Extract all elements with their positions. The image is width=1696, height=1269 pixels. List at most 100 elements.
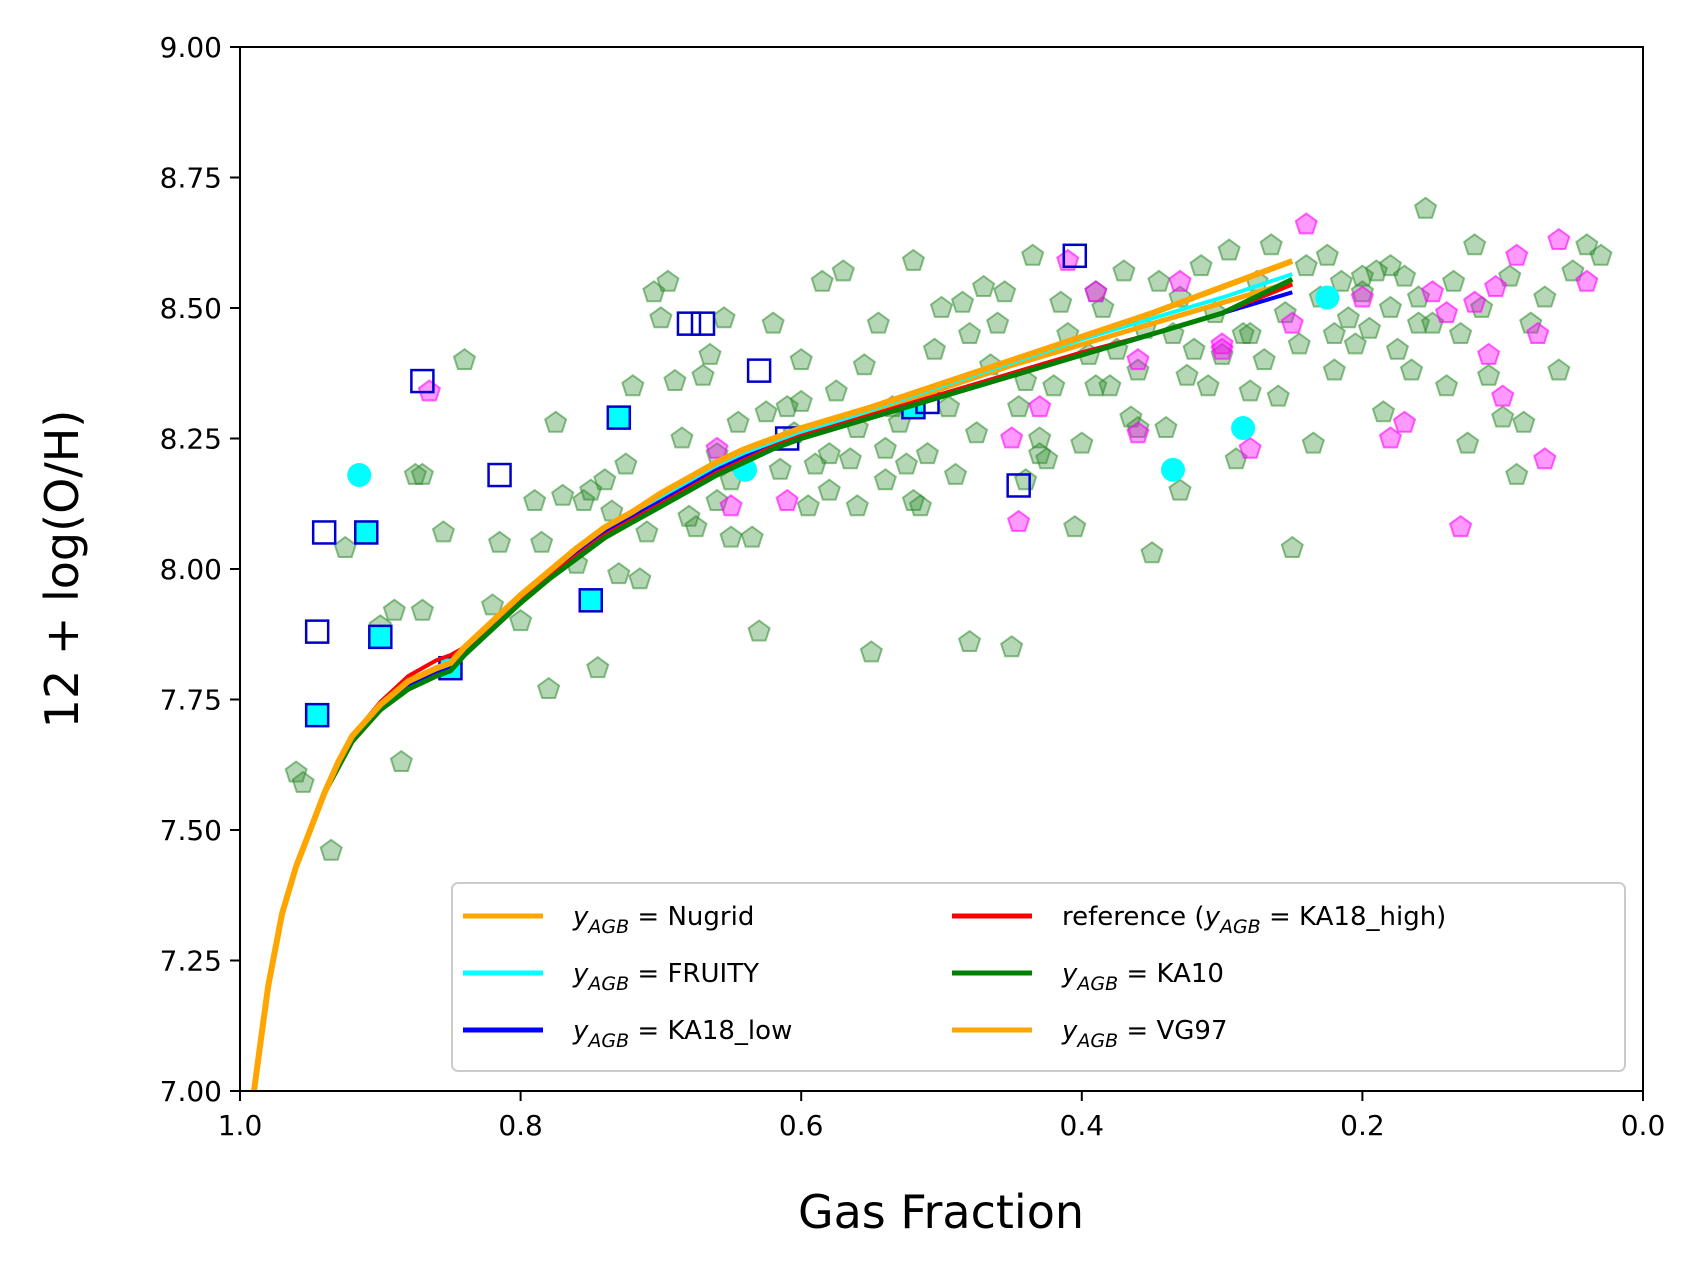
green-pentagon-point bbox=[691, 363, 715, 386]
green-pentagon-point bbox=[1322, 358, 1346, 381]
green-pentagon-point bbox=[964, 421, 989, 444]
magenta-pentagon-point bbox=[1210, 332, 1234, 355]
green-pentagon-point bbox=[480, 593, 505, 616]
y-axis: 7.00 7.25 7.50 7.75 8.00 8.25 8.50 8.75 9.00 bbox=[160, 31, 240, 1108]
green-pentagon-point bbox=[817, 441, 841, 465]
green-pentagon-point bbox=[922, 337, 947, 360]
green-pentagon-point bbox=[1315, 243, 1339, 266]
cyan-circle-point bbox=[1315, 285, 1340, 310]
magenta-pentagon-point bbox=[1526, 321, 1550, 344]
magenta-pentagon-point bbox=[1575, 269, 1599, 292]
magenta-pentagon-point bbox=[1484, 274, 1508, 297]
magenta-pentagon-point bbox=[1056, 248, 1080, 271]
green-pentagon-point bbox=[523, 488, 547, 511]
green-pentagon-point bbox=[1266, 384, 1290, 407]
green-pentagon-point bbox=[1561, 259, 1585, 282]
square-point bbox=[304, 702, 330, 728]
green-pentagon-point bbox=[873, 436, 897, 459]
magenta-pentagon-point bbox=[1533, 447, 1557, 470]
y-tick-label: 7.25 bbox=[160, 945, 222, 978]
magenta-pentagon-point bbox=[1000, 426, 1024, 449]
green-pentagon-point bbox=[284, 760, 308, 783]
green-pentagon-point bbox=[1456, 431, 1480, 454]
green-pentagon-point bbox=[1140, 541, 1164, 564]
square-point bbox=[606, 405, 632, 430]
green-pentagon-point bbox=[1028, 426, 1052, 449]
magenta-pentagon-point bbox=[1126, 347, 1150, 371]
green-pentagon-point bbox=[768, 457, 792, 480]
magenta-pentagon-point bbox=[1168, 269, 1192, 292]
green-pentagon-point bbox=[971, 274, 996, 297]
green-pentagon-point bbox=[1378, 295, 1403, 318]
cyan-circle-point bbox=[347, 463, 372, 488]
green-pentagon-point bbox=[1287, 332, 1311, 355]
green-pentagon-point bbox=[621, 374, 645, 397]
green-pentagon-point bbox=[1259, 233, 1283, 256]
magenta-pentagon-point bbox=[719, 494, 743, 517]
green-pentagon-point bbox=[1477, 363, 1501, 386]
model-lines bbox=[251, 258, 1294, 1091]
legend-entry: yAGB = KA18_low bbox=[572, 1016, 792, 1052]
green-pentagon-point bbox=[810, 269, 834, 292]
legend-entry: yAGB = FRUITY bbox=[572, 959, 759, 995]
magenta-pentagon-point bbox=[1238, 436, 1262, 459]
green-pentagon-point bbox=[698, 342, 722, 365]
green-pentagon-point bbox=[508, 608, 533, 632]
green-pentagon-point bbox=[740, 525, 764, 548]
green-pentagon-point bbox=[1399, 358, 1424, 381]
green-pentagon-point bbox=[1589, 243, 1613, 266]
green-pentagon-point bbox=[754, 400, 778, 423]
green-pentagon-point bbox=[1217, 238, 1241, 261]
green-pentagon-point bbox=[936, 394, 961, 418]
green-pentagon-point bbox=[1413, 196, 1438, 219]
square-point bbox=[676, 311, 702, 336]
green-pentagon-point bbox=[1357, 316, 1382, 339]
green-pentagon-point bbox=[824, 379, 848, 402]
green-pentagon-point bbox=[1238, 379, 1262, 402]
y-tick-label: 9.00 bbox=[160, 31, 222, 64]
green-pentagon-point bbox=[1238, 321, 1262, 344]
y-axis-label: 12 + log(O/H) bbox=[35, 410, 89, 729]
x-axis-label: Gas Fraction bbox=[798, 1185, 1084, 1239]
green-pentagon-point bbox=[957, 321, 982, 344]
green-pentagon-point bbox=[1406, 311, 1431, 334]
green-pentagon-point bbox=[1028, 441, 1052, 465]
square-point bbox=[311, 520, 337, 545]
magenta-pentagon-point bbox=[1028, 394, 1052, 418]
green-pentagon-point bbox=[943, 462, 968, 485]
green-pentagon-point bbox=[1280, 535, 1304, 558]
green-pentagon-point bbox=[747, 619, 771, 642]
y-tick-label: 8.25 bbox=[160, 423, 222, 456]
green-pentagon-point bbox=[628, 567, 652, 590]
green-pentagon-point bbox=[1112, 259, 1136, 282]
green-pentagon-point bbox=[873, 468, 897, 491]
x-tick-label: 0.6 bbox=[779, 1109, 824, 1142]
green-pentagon-point bbox=[1154, 415, 1178, 438]
green-pentagon-point bbox=[319, 838, 343, 861]
green-pentagon-point bbox=[831, 259, 855, 282]
green-pentagon-point bbox=[915, 441, 940, 465]
y-tick-label: 7.75 bbox=[160, 684, 222, 717]
green-pentagon-point bbox=[901, 248, 926, 271]
y-tick-label: 7.50 bbox=[160, 814, 222, 847]
green-pentagon-point bbox=[1084, 374, 1108, 397]
green-pentagon-point bbox=[586, 655, 610, 679]
green-pentagon-point bbox=[1252, 347, 1276, 371]
green-pentagon-point bbox=[866, 311, 890, 334]
green-pentagon-point bbox=[1385, 337, 1410, 360]
legend-entry: yAGB = KA10 bbox=[1061, 959, 1224, 995]
magenta-pentagon-point bbox=[775, 488, 799, 511]
magenta-pentagon-point bbox=[1420, 280, 1445, 303]
magenta-pentagon-point bbox=[1280, 311, 1304, 334]
green-pentagon-point bbox=[530, 530, 554, 553]
legend-box bbox=[451, 882, 1626, 1072]
green-pentagon-point bbox=[452, 347, 477, 371]
x-tick-label: 0.4 bbox=[1060, 1109, 1105, 1142]
x-tick-label: 0.0 bbox=[1621, 1109, 1666, 1142]
green-pentagon-point bbox=[1519, 311, 1543, 334]
green-pentagon-point bbox=[1448, 321, 1473, 344]
line-series bbox=[251, 258, 1294, 1091]
square-point bbox=[410, 368, 435, 394]
magenta-pentagon-point bbox=[1126, 421, 1150, 444]
green-pentagon-point bbox=[1070, 431, 1094, 454]
